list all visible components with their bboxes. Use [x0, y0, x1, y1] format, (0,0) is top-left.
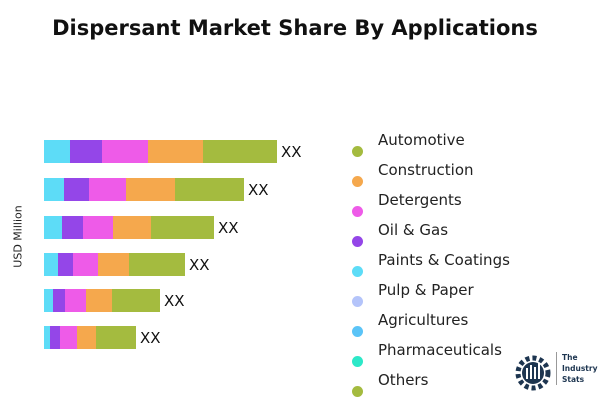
gear-logo-icon	[515, 355, 551, 391]
legend-label: Paints & Coatings	[378, 251, 510, 269]
bar-value-label: XX	[164, 292, 185, 310]
legend-dot-icon	[352, 356, 363, 367]
bar-row	[44, 326, 136, 349]
bar-segment-oil-gas	[58, 253, 73, 276]
legend-dot-icon	[352, 266, 363, 277]
bar-segment-automotive	[175, 178, 244, 201]
bar-segment-paints-coatings	[44, 253, 58, 276]
bar-segment-oil-gas	[64, 178, 89, 201]
chart-title: Dispersant Market Share By Applications	[52, 16, 538, 40]
bar-segment-paints-coatings	[44, 326, 50, 349]
bar-segment-detergents	[102, 140, 148, 163]
bar-segment-detergents	[73, 253, 98, 276]
logo-text: The Industry Stats	[556, 352, 597, 385]
bar-segment-automotive	[129, 253, 185, 276]
bar-segment-paints-coatings	[44, 140, 70, 163]
bar-segment-automotive	[112, 289, 160, 312]
bar-row	[44, 178, 244, 201]
bar-segment-construction	[126, 178, 175, 201]
legend-label: Others	[378, 371, 429, 389]
bar-segment-detergents	[83, 216, 113, 239]
bar-value-label: XX	[248, 181, 269, 199]
bar-segment-paints-coatings	[44, 289, 53, 312]
bar-segment-construction	[86, 289, 112, 312]
legend-label: Pharmaceuticals	[378, 341, 502, 359]
bar-segment-construction	[113, 216, 151, 239]
legend-dot-icon	[352, 206, 363, 217]
legend-dot-icon	[352, 296, 363, 307]
bar-value-label: XX	[218, 219, 239, 237]
bar-segment-automotive	[203, 140, 277, 163]
bar-row	[44, 140, 277, 163]
legend-dot-icon	[352, 386, 363, 397]
bar-value-label: XX	[281, 143, 302, 161]
bar-segment-construction	[148, 140, 203, 163]
legend-label: Oil & Gas	[378, 221, 449, 239]
bar-segment-paints-coatings	[44, 178, 64, 201]
legend-dot-icon	[352, 326, 363, 337]
bar-value-label: XX	[189, 256, 210, 274]
bar-row	[44, 216, 214, 239]
bar-row	[44, 289, 160, 312]
bar-segment-automotive	[96, 326, 136, 349]
legend-label: Automotive	[378, 131, 465, 149]
bar-segment-oil-gas	[50, 326, 60, 349]
legend-dot-icon	[352, 236, 363, 247]
bar-segment-detergents	[65, 289, 86, 312]
bar-segment-automotive	[151, 216, 214, 239]
legend-label: Agricultures	[378, 311, 469, 329]
legend-label: Construction	[378, 161, 474, 179]
bar-segment-construction	[98, 253, 129, 276]
bar-segment-oil-gas	[53, 289, 65, 312]
logo: The Industry Stats	[514, 352, 597, 392]
bar-segment-paints-coatings	[44, 216, 62, 239]
bar-segment-detergents	[89, 178, 126, 201]
bar-row	[44, 253, 185, 276]
legend-label: Detergents	[378, 191, 462, 209]
bar-segment-detergents	[60, 326, 77, 349]
bar-value-label: XX	[140, 329, 161, 347]
legend-label: Pulp & Paper	[378, 281, 474, 299]
bar-segment-construction	[77, 326, 96, 349]
legend-dot-icon	[352, 146, 363, 157]
bar-segment-oil-gas	[70, 140, 102, 163]
legend-dot-icon	[352, 176, 363, 187]
bar-segment-oil-gas	[62, 216, 83, 239]
